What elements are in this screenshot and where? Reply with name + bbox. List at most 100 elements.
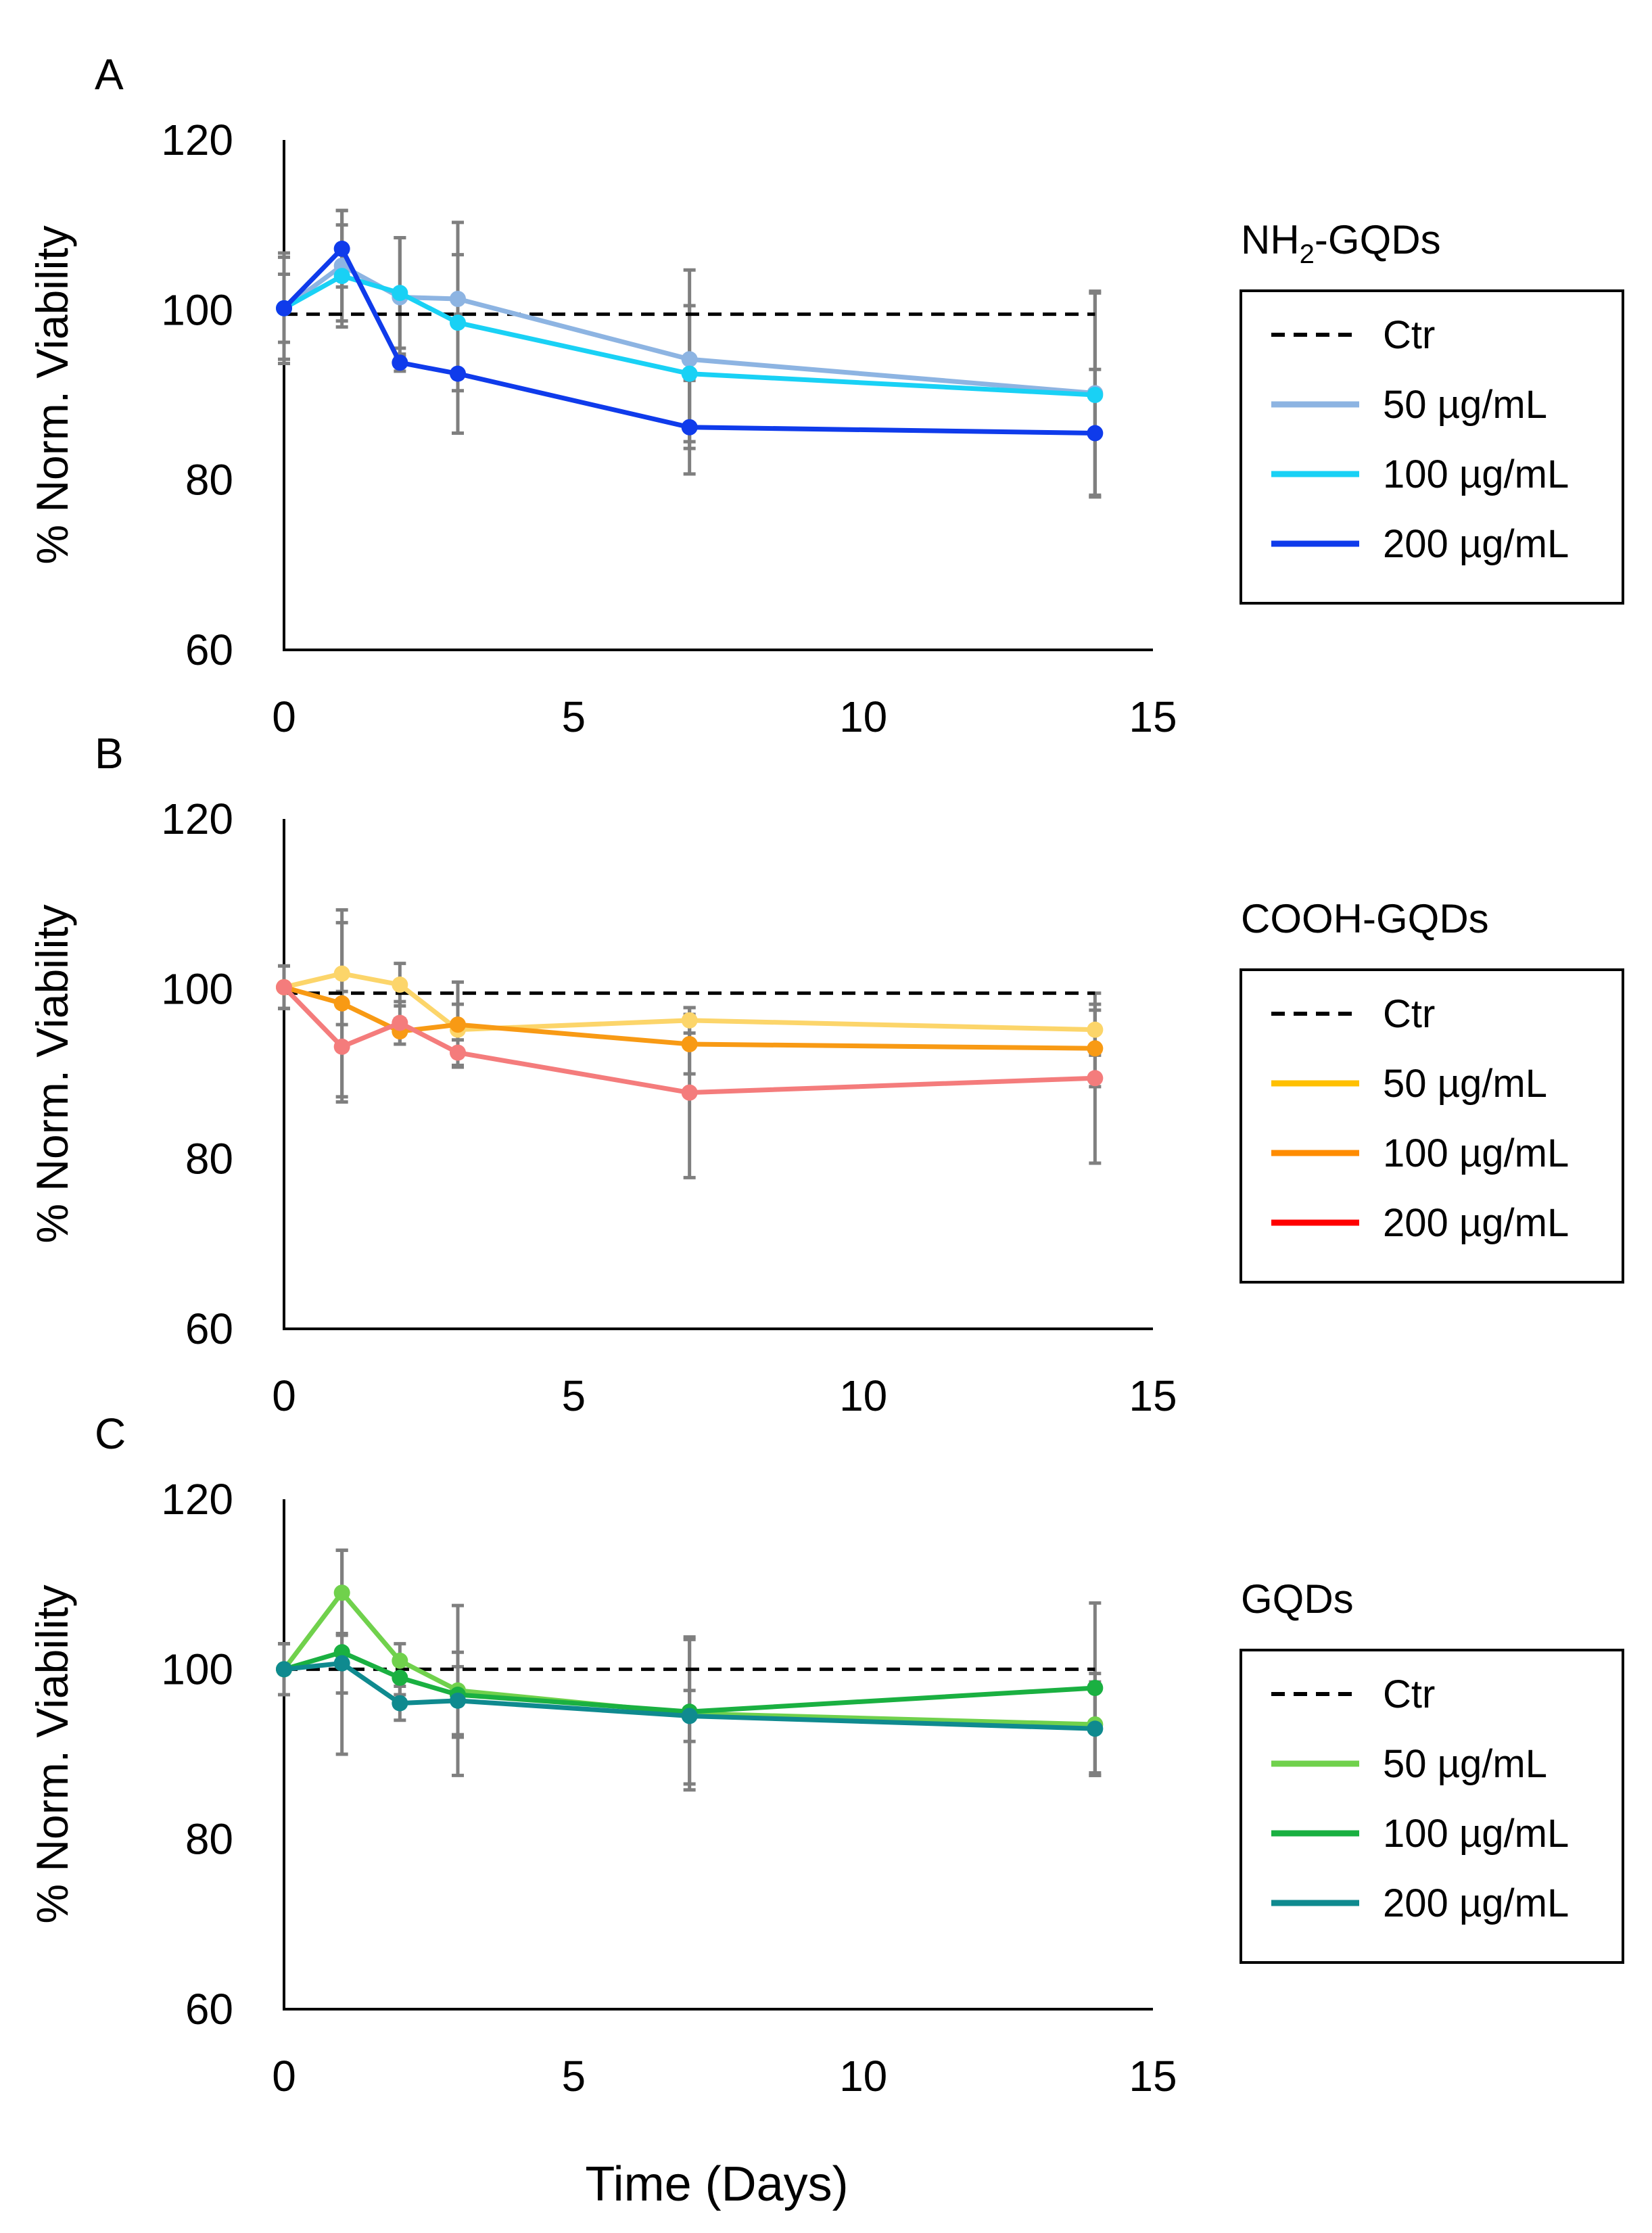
panel-label: B xyxy=(95,729,124,778)
data-point xyxy=(392,354,408,371)
legend-label-series-2: 100 µg/mL xyxy=(1383,1131,1569,1175)
data-point xyxy=(681,1708,698,1724)
data-point xyxy=(1087,1021,1104,1038)
y-tick-label: 100 xyxy=(161,285,233,334)
data-point xyxy=(1087,1679,1104,1696)
y-tick-label: 60 xyxy=(185,1985,233,2034)
series-line-2 xyxy=(283,985,1095,1051)
data-point xyxy=(392,1695,408,1712)
chart-panel-b: B 60 80 100 120 0 5 10 15 % Norm. Viability COOH-G… xyxy=(27,729,1624,1420)
legend-label-control: Ctr xyxy=(1383,992,1435,1036)
x-tick-label: 10 xyxy=(839,1371,887,1420)
data-point xyxy=(681,351,698,368)
legend-title-text: -GQDs xyxy=(1315,217,1441,262)
y-tick-label: 120 xyxy=(161,116,233,164)
data-point xyxy=(1087,425,1104,442)
data-point xyxy=(333,965,350,982)
data-point xyxy=(1087,1070,1104,1087)
series-line-1 xyxy=(282,263,1095,396)
legend-box xyxy=(1240,1649,1624,1964)
data-point xyxy=(333,995,350,1012)
legend-label-series-1: 50 µg/mL xyxy=(1383,1062,1547,1106)
data-point xyxy=(681,1084,698,1101)
data-point xyxy=(681,365,698,382)
y-tick-label: 120 xyxy=(161,1475,233,1524)
x-tick-label: 5 xyxy=(562,692,586,741)
series-line-1 xyxy=(282,1590,1095,1727)
legend-label-control: Ctr xyxy=(1383,313,1435,357)
y-tick-label: 60 xyxy=(185,1304,233,1353)
x-tick-label: 0 xyxy=(272,692,296,741)
y-axis-title: % Norm. Viability xyxy=(27,1584,77,1923)
series-line-3 xyxy=(282,985,1095,1096)
series-line-2 xyxy=(283,273,1095,398)
data-point xyxy=(450,1044,466,1061)
data-point xyxy=(450,365,466,382)
data-point xyxy=(333,1655,350,1672)
legend-label-series-2: 100 µg/mL xyxy=(1383,1812,1569,1856)
data-point xyxy=(333,1038,350,1055)
data-point xyxy=(1087,1720,1104,1737)
series-line-1 xyxy=(283,971,1095,1033)
legend-label-series-1: 50 µg/mL xyxy=(1383,1742,1547,1786)
data-point xyxy=(276,979,292,995)
data-point xyxy=(450,1692,466,1709)
y-axis-title: % Norm. Viability xyxy=(27,904,77,1243)
legend-label-series-3: 200 µg/mL xyxy=(1383,1881,1569,1925)
series-line-2 xyxy=(283,1649,1095,1714)
legend-title-text: NH xyxy=(1241,217,1300,262)
legend-title: NH2-GQDs xyxy=(1241,217,1441,269)
y-tick-label: 120 xyxy=(161,795,233,843)
data-point xyxy=(450,290,466,307)
data-point xyxy=(681,1012,698,1029)
x-tick-label: 10 xyxy=(839,2052,887,2100)
chart-panel-c: C 60 80 100 120 0 5 10 15 % Norm. Viability GQDs Ct… xyxy=(27,1409,1624,2100)
data-point xyxy=(1087,1040,1104,1057)
data-point xyxy=(276,1661,292,1678)
data-point xyxy=(681,1036,698,1053)
y-tick-label: 100 xyxy=(161,1645,233,1693)
data-point xyxy=(392,285,408,302)
y-tick-label: 80 xyxy=(185,456,233,504)
data-point xyxy=(392,977,408,993)
series-line-3 xyxy=(282,246,1095,436)
data-point xyxy=(450,314,466,331)
x-tick-label: 15 xyxy=(1129,692,1177,741)
panel-label: A xyxy=(95,50,124,99)
legend-box xyxy=(1240,289,1624,605)
data-point xyxy=(392,1669,408,1686)
x-tick-label: 0 xyxy=(272,1371,296,1420)
y-tick-label: 80 xyxy=(185,1815,233,1864)
legend-label-control: Ctr xyxy=(1383,1672,1435,1716)
legend-title: COOH-GQDs xyxy=(1241,896,1489,941)
legend-label-series-2: 100 µg/mL xyxy=(1383,452,1569,496)
data-point xyxy=(333,268,350,285)
series-line-3 xyxy=(283,1661,1095,1731)
y-tick-label: 80 xyxy=(185,1135,233,1183)
legend-title-subscript: 2 xyxy=(1300,239,1315,269)
legend-label-series-3: 200 µg/mL xyxy=(1383,522,1569,566)
chart-panel-a: A 60 80 100 120 0 5 10 15 % Norm. Viability NH2-GQ… xyxy=(27,50,1624,741)
data-point xyxy=(450,1016,466,1033)
legend-label-series-1: 50 µg/mL xyxy=(1383,383,1547,427)
data-point xyxy=(333,240,350,257)
data-point xyxy=(392,1652,408,1669)
legend-title: GQDs xyxy=(1241,1576,1354,1622)
data-point xyxy=(392,1014,408,1031)
data-point xyxy=(276,300,292,316)
legend-box xyxy=(1240,968,1624,1284)
data-point xyxy=(333,1584,350,1601)
x-tick-label: 5 xyxy=(562,2052,586,2100)
x-tick-label: 10 xyxy=(839,692,887,741)
panel-label: C xyxy=(95,1409,126,1458)
data-point xyxy=(1087,387,1104,403)
x-tick-label: 0 xyxy=(272,2052,296,2100)
y-axis-title: % Norm. Viability xyxy=(27,225,77,564)
x-tick-label: 15 xyxy=(1129,2052,1177,2100)
x-axis-title: Time (Days) xyxy=(585,2157,848,2211)
x-tick-label: 15 xyxy=(1129,1371,1177,1420)
y-tick-label: 100 xyxy=(161,964,233,1013)
x-tick-label: 5 xyxy=(562,1371,586,1420)
